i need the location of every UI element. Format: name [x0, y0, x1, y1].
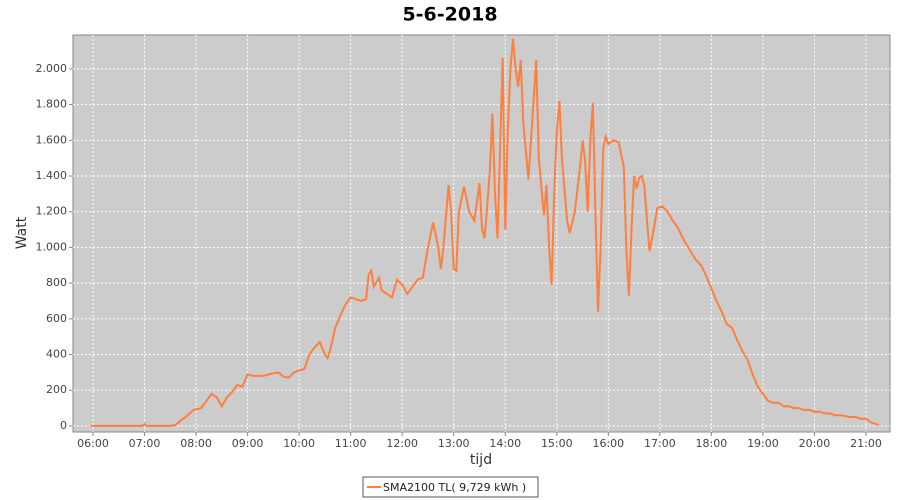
y-tick-label: 1.600 — [36, 133, 68, 146]
legend-label: SMA2100 TL( 9,729 kWh ) — [383, 481, 526, 494]
x-tick-label: 14:00 — [489, 437, 521, 450]
y-tick-label: 1.000 — [36, 240, 68, 253]
x-tick-label: 10:00 — [283, 437, 315, 450]
x-tick-label: 13:00 — [438, 437, 470, 450]
y-tick-label: 600 — [46, 312, 67, 325]
legend — [362, 476, 539, 498]
y-tick-label: 2.000 — [36, 62, 68, 75]
x-axis-label: tijd — [470, 452, 492, 468]
y-tick-label: 1.200 — [36, 205, 68, 218]
x-tick-label: 20:00 — [799, 437, 831, 450]
x-tick-label: 15:00 — [541, 437, 573, 450]
y-tick-label: 0 — [60, 419, 67, 432]
plot-area — [72, 34, 891, 433]
x-tick-label: 17:00 — [644, 437, 676, 450]
x-tick-label: 12:00 — [386, 437, 418, 450]
x-tick-label: 21:00 — [850, 437, 882, 450]
x-tick-label: 09:00 — [232, 437, 264, 450]
x-tick-label: 19:00 — [747, 437, 779, 450]
y-axis-label: Watt — [14, 216, 30, 249]
y-tick-label: 1.800 — [36, 98, 68, 111]
x-tick-label: 16:00 — [592, 437, 624, 450]
x-tick-label: 08:00 — [180, 437, 212, 450]
chart-title: 5-6-2018 — [402, 4, 497, 26]
x-tick-label: 06:00 — [77, 437, 109, 450]
data-line — [90, 38, 880, 427]
y-tick-label: 200 — [46, 383, 67, 396]
x-tick-label: 18:00 — [696, 437, 728, 450]
x-tick-label: 11:00 — [335, 437, 367, 450]
y-tick-label: 1.400 — [36, 169, 68, 182]
y-tick-label: 400 — [46, 348, 67, 361]
x-tick-label: 07:00 — [129, 437, 161, 450]
y-tick-label: 800 — [46, 276, 67, 289]
